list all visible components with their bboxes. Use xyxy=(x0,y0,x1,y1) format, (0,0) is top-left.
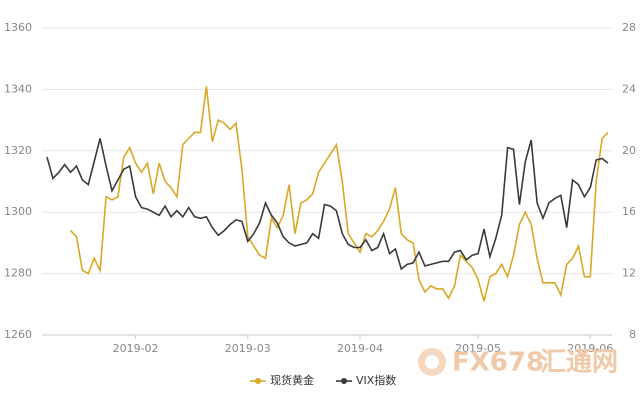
y-tick-label: 1280 xyxy=(4,267,32,280)
watermark-name: 汇通网 xyxy=(540,348,618,378)
y-tick-label: 1360 xyxy=(4,21,32,34)
series-line xyxy=(70,86,609,302)
watermark: FX678 汇通网 xyxy=(418,348,618,378)
x-tick-label: 2019-06 xyxy=(567,342,613,355)
plot: 1260 1280 1300 1320 1340 1360 8 12 16 20 24 28 2019-… xyxy=(4,21,636,387)
y-tick-label: 1340 xyxy=(4,82,32,95)
y-tick-label: 1260 xyxy=(4,328,32,341)
y2-tick-label: 8 xyxy=(629,328,636,341)
watermark-icon-inner xyxy=(425,355,439,369)
legend-label: VIX指数 xyxy=(356,373,396,387)
y-tick-label: 1320 xyxy=(4,144,32,157)
x-tick-label: 2019-03 xyxy=(225,342,271,355)
legend-marker xyxy=(255,378,261,384)
y2-tick-label: 24 xyxy=(622,82,636,95)
x-tick-label: 2019-02 xyxy=(113,342,159,355)
legend-label: 现货黄金 xyxy=(270,373,314,387)
y2-tick-label: 12 xyxy=(622,267,636,280)
y2-tick-label: 20 xyxy=(622,144,636,157)
y2-tick-label: 16 xyxy=(622,205,636,218)
y-tick-label: 1300 xyxy=(4,205,32,218)
watermark-brand: FX678 xyxy=(452,348,544,378)
legend-marker xyxy=(341,378,347,384)
x-tick-label: 2019-05 xyxy=(455,342,501,355)
x-tick-label: 2019-04 xyxy=(337,342,383,355)
y2-tick-label: 28 xyxy=(622,21,636,34)
series-line xyxy=(46,138,609,271)
